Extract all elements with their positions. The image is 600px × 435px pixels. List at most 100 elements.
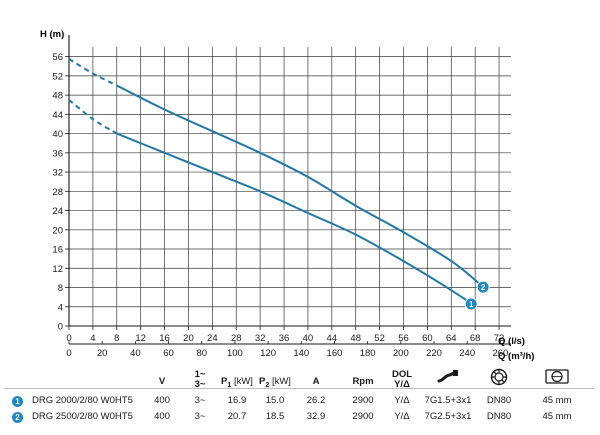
y-tick-label: 44 — [52, 110, 63, 121]
header-p2-sub: 2 — [265, 381, 270, 389]
model-name: DRG 2500/2/80 W0HT5 — [32, 411, 133, 422]
chart-grid — [69, 47, 511, 326]
x-tick-label: 40 — [303, 333, 314, 344]
header-p1-unit: [kW] — [233, 376, 253, 387]
curve-marker-2 — [476, 280, 490, 294]
header-p1-symbol: P — [221, 376, 228, 387]
phase-value: 3~ — [194, 395, 206, 406]
x2-tick-label: 240 — [459, 348, 475, 359]
header-p2: P2 [kW] — [254, 377, 296, 391]
header-rpm: Rpm — [352, 376, 374, 387]
row-number-badge: 1 — [12, 396, 23, 407]
x-tick-label: 56 — [398, 333, 409, 344]
rpm-value: 2900 — [352, 411, 374, 422]
x2-tick-label: 220 — [426, 348, 442, 359]
y-tick-label: 16 — [52, 245, 63, 256]
pump-curve-1-dashed — [68, 99, 118, 135]
x-tick-label: 48 — [350, 333, 361, 344]
y-tick-label: 0 — [58, 322, 63, 333]
pump-flange-icon — [490, 368, 508, 386]
impeller-passage-icon — [545, 369, 569, 384]
cable-value: 7G2.5+3x1 — [424, 411, 472, 422]
x2-tick-label: 100 — [227, 348, 243, 359]
chart-axes — [65, 35, 511, 345]
p1-value: 20.7 — [227, 411, 247, 422]
x2-tick-label: 20 — [97, 348, 108, 359]
x-axis-label: Q (l/s) — [498, 336, 525, 347]
rpm-value: 2900 — [352, 395, 374, 406]
y-tick-label: 8 — [58, 283, 63, 294]
y-tick-label: 52 — [52, 71, 63, 82]
voltage-value: 400 — [154, 411, 170, 422]
x2-tick-label: 200 — [393, 348, 409, 359]
header-phase: 1~ 3~ — [194, 369, 206, 390]
amperage-value: 32.9 — [306, 411, 326, 422]
header-p1: P1 [kW] — [216, 377, 258, 391]
x-tick-label: 32 — [255, 333, 266, 344]
passage-size-value: 45 mm — [542, 411, 572, 422]
pump-curve-2 — [116, 84, 482, 286]
cable-icon — [437, 370, 458, 383]
pump-curve-1 — [116, 132, 470, 303]
x-tick-label: 52 — [374, 333, 385, 344]
x2-tick-label: 120 — [260, 348, 276, 359]
x2-tick-label: 80 — [196, 348, 207, 359]
x-tick-label: 4 — [90, 333, 95, 344]
y-axis-label: H (m) — [40, 29, 64, 40]
x2-tick-label: 40 — [130, 348, 141, 359]
row-number-badge: 2 — [12, 412, 23, 423]
x-axis-tick-labels: 0 4 8 12 16 20 24 28 32 36 40 44 48 52 56 60 64 68 72 — [66, 333, 504, 344]
x-tick-label: 24 — [207, 333, 218, 344]
x2-tick-label: 260 — [492, 348, 508, 359]
header-p2-unit: [kW] — [271, 376, 291, 387]
cable-value: 7G1.5+3x1 — [424, 395, 472, 406]
flange-value: DN80 — [486, 395, 512, 406]
y-tick-label: 4 — [58, 302, 63, 313]
amperage-value: 26.2 — [306, 395, 326, 406]
y-tick-label: 32 — [52, 168, 63, 179]
table-row: 2 DRG 2500/2/80 W0HT5 400 3~ 20.7 18.5 3… — [0, 411, 600, 427]
p1-value: 16.9 — [227, 395, 247, 406]
x2-tick-label: 160 — [327, 348, 343, 359]
y-tick-label: 12 — [52, 264, 63, 275]
y-tick-label: 40 — [52, 129, 63, 140]
x-tick-label: 44 — [327, 333, 338, 344]
x2-tick-label: 180 — [360, 348, 376, 359]
y-tick-label: 56 — [52, 52, 63, 63]
p2-value: 18.5 — [265, 411, 285, 422]
table-row: 1 DRG 2000/2/80 W0HT5 400 3~ 16.9 15.0 2… — [0, 395, 600, 411]
flange-value: DN80 — [486, 411, 512, 422]
header-p2-symbol: P — [259, 376, 266, 387]
curve-marker-1 — [464, 297, 478, 311]
header-dol: DOL Y/Δ — [391, 369, 413, 390]
x-tick-label: 28 — [231, 333, 242, 344]
y-tick-label: 28 — [52, 187, 63, 198]
header-p1-sub: 1 — [227, 381, 232, 389]
x-tick-label: 68 — [470, 333, 481, 344]
passage-size-value: 45 mm — [542, 395, 572, 406]
x2-tick-label: 0 — [66, 348, 71, 359]
x-tick-label: 0 — [66, 333, 71, 344]
y-tick-label: 36 — [52, 148, 63, 159]
table-top-divider — [4, 388, 594, 389]
x-tick-label: 8 — [114, 333, 119, 344]
y-tick-label: 20 — [52, 225, 63, 236]
x-tick-label: 64 — [446, 333, 457, 344]
x-tick-label: 60 — [422, 333, 433, 344]
x2-axis-label: Q (m³/h) — [498, 351, 534, 362]
pump-curve-2-dashed — [68, 58, 118, 87]
header-voltage: V — [158, 376, 166, 387]
x-tick-label: 12 — [135, 333, 146, 344]
x2-tick-label: 60 — [163, 348, 174, 359]
curve-marker-label: 1 — [469, 300, 474, 309]
model-name: DRG 2000/2/80 W0HT5 — [32, 395, 133, 406]
x-tick-label: 72 — [494, 333, 505, 344]
x-tick-label: 36 — [279, 333, 290, 344]
curve-marker-label: 2 — [481, 283, 486, 292]
p2-value: 15.0 — [265, 395, 285, 406]
dol-value: Y/Δ — [394, 395, 410, 406]
dol-value: Y/Δ — [394, 411, 410, 422]
x2-tick-label: 140 — [293, 348, 309, 359]
